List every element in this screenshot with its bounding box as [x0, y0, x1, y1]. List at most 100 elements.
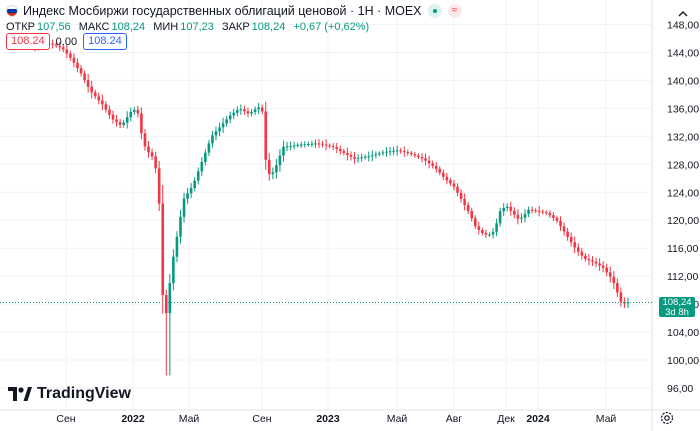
candle-body — [569, 236, 573, 243]
candle-body — [328, 145, 331, 147]
candle-body — [125, 117, 129, 123]
candle-body — [367, 156, 371, 158]
x-tick-label: 2022 — [121, 413, 145, 425]
candle-body — [342, 151, 346, 154]
candle-body — [427, 160, 431, 164]
candle-body — [69, 53, 72, 58]
tradingview-logo[interactable]: TradingView — [8, 385, 131, 403]
candle-body — [207, 143, 211, 153]
candle-body — [303, 144, 307, 146]
candle-body — [385, 151, 388, 153]
candle-body — [211, 135, 214, 144]
candle-body — [54, 44, 58, 46]
candle-body — [61, 47, 65, 50]
candle-body — [552, 215, 555, 218]
candle-body — [239, 109, 243, 111]
candle-body — [381, 152, 385, 154]
settings-gear-icon[interactable] — [659, 410, 675, 426]
x-tick-label: Май — [596, 413, 617, 425]
market-status-icon[interactable] — [427, 4, 442, 18]
candle-body — [172, 256, 175, 284]
candle-body — [559, 220, 562, 227]
delayed-data-icon[interactable]: ≈ — [447, 4, 462, 18]
y-tick-label: 112,00 — [667, 271, 698, 283]
candle-body — [271, 172, 275, 175]
candle-body — [616, 283, 619, 293]
buy-price-button[interactable]: 108.24 — [83, 33, 127, 50]
candle-body — [292, 145, 296, 147]
candle-body — [236, 110, 239, 113]
collapse-arrow-icon[interactable] — [674, 5, 692, 23]
candle-body — [196, 171, 200, 181]
x-tick-label: Май — [179, 413, 200, 425]
candle-body — [498, 211, 502, 224]
y-tick-label: 132,00 — [667, 131, 699, 143]
candle-body — [566, 231, 569, 237]
candle-body — [438, 168, 442, 173]
candle-body — [537, 210, 541, 212]
candle-body — [83, 73, 86, 81]
x-tick-label: Май — [387, 413, 408, 425]
candle-body — [584, 255, 587, 260]
last-price-value: 108,24 — [662, 297, 692, 308]
candle-body — [147, 146, 150, 153]
russia-flag-icon — [6, 5, 18, 17]
candle-body — [459, 192, 463, 199]
close-value: 108,24 — [251, 21, 286, 33]
candle-body — [307, 144, 310, 146]
candle-body — [189, 187, 193, 194]
candle-body — [179, 216, 182, 237]
sell-price-button[interactable]: 108.24 — [6, 33, 50, 50]
candle-body — [175, 236, 179, 257]
candle-body — [246, 111, 250, 114]
candle-body — [608, 272, 612, 277]
y-tick-label: 104,00 — [667, 327, 699, 339]
candle-body — [346, 153, 349, 155]
candle-body — [548, 213, 552, 216]
candle-body — [264, 111, 268, 160]
candle-body — [76, 62, 79, 69]
candle-body — [339, 149, 342, 152]
candle-body — [481, 230, 484, 234]
candle-body — [289, 145, 292, 147]
candle-body — [314, 143, 317, 145]
candle-body — [406, 152, 410, 154]
candle-body — [509, 206, 513, 211]
candle-body — [463, 198, 466, 206]
candle-body — [374, 154, 378, 156]
low-value: 107,23 — [180, 21, 214, 33]
candle-body — [118, 122, 122, 125]
candle-body — [495, 223, 498, 232]
order-panel: 108.24 0.00 108.24 — [6, 33, 127, 50]
candle-body — [434, 165, 438, 169]
candle-body — [527, 209, 530, 214]
y-tick-label: 128,00 — [667, 159, 699, 171]
candle-body — [310, 143, 314, 145]
candle-body — [260, 107, 264, 112]
x-tick-label: 2024 — [526, 413, 550, 425]
candle-body — [456, 186, 459, 193]
candle-body — [473, 218, 477, 227]
candle-body — [555, 217, 559, 221]
candle-body — [267, 159, 271, 175]
candle-body — [79, 68, 83, 74]
candle-body — [150, 152, 154, 157]
candle-body — [58, 45, 62, 48]
y-tick-label: 148,00 — [667, 20, 699, 32]
symbol-title[interactable]: Индекс Мосбиржи государственных облигаци… — [23, 4, 422, 18]
candle-body — [431, 163, 434, 166]
x-tick-label: Сен — [252, 413, 271, 425]
candle-body — [115, 119, 118, 123]
candle-body — [122, 122, 125, 125]
candle-body — [591, 260, 594, 262]
x-tick-label: Авг — [446, 413, 463, 425]
candle-body — [410, 153, 413, 155]
candle-body — [164, 294, 168, 314]
x-tick-label: 2023 — [316, 413, 340, 425]
candle-body — [161, 203, 165, 295]
candle-body — [168, 283, 172, 314]
candle-body — [335, 147, 339, 150]
y-tick-label: 96,00 — [667, 383, 693, 395]
open-label: ОТКР — [6, 21, 36, 33]
